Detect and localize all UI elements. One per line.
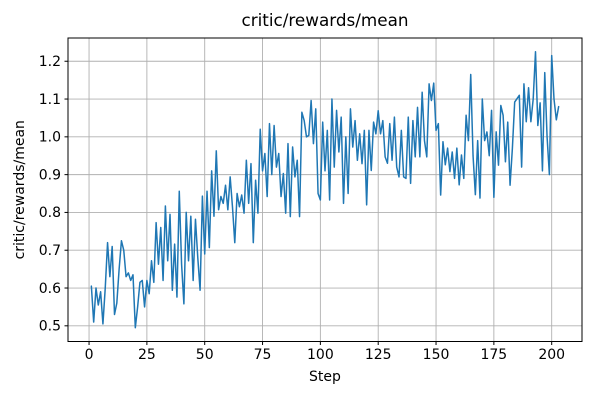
y-tick-label: 0.9 [39, 167, 61, 183]
x-axis-label: Step [309, 369, 341, 385]
x-tick-label: 200 [538, 347, 565, 363]
y-tick-label: 0.8 [39, 205, 61, 221]
y-tick-label: 0.5 [39, 319, 61, 335]
x-tick-label: 150 [423, 347, 450, 363]
y-tick-label: 1.2 [39, 54, 61, 70]
x-tick-label: 75 [254, 347, 272, 363]
axis-tick-marks [64, 60, 553, 345]
x-tick-label: 25 [138, 347, 156, 363]
x-tick-label: 175 [480, 347, 507, 363]
x-tick-labels: 0 25 50 75 100 125 150 175 200 [85, 347, 565, 363]
x-tick-label: 125 [365, 347, 392, 363]
y-tick-label: 1.1 [39, 92, 61, 108]
y-tick-label: 0.6 [39, 281, 61, 297]
y-tick-labels: 0.5 0.6 0.7 0.8 0.9 1.0 1.1 1.2 [39, 54, 61, 335]
y-tick-label: 1.0 [39, 130, 61, 146]
axes-frame [67, 37, 583, 342]
x-tick-label: 0 [85, 347, 94, 363]
x-tick-label: 50 [196, 347, 214, 363]
data-series [90, 51, 560, 329]
y-tick-label: 0.7 [39, 243, 61, 259]
x-tick-label: 100 [307, 347, 334, 363]
chart-title: critic/rewards/mean [241, 10, 408, 30]
grid-lines [68, 38, 582, 342]
reward-mean-line [90, 51, 560, 329]
y-axis-label: critic/rewards/mean [12, 120, 28, 259]
